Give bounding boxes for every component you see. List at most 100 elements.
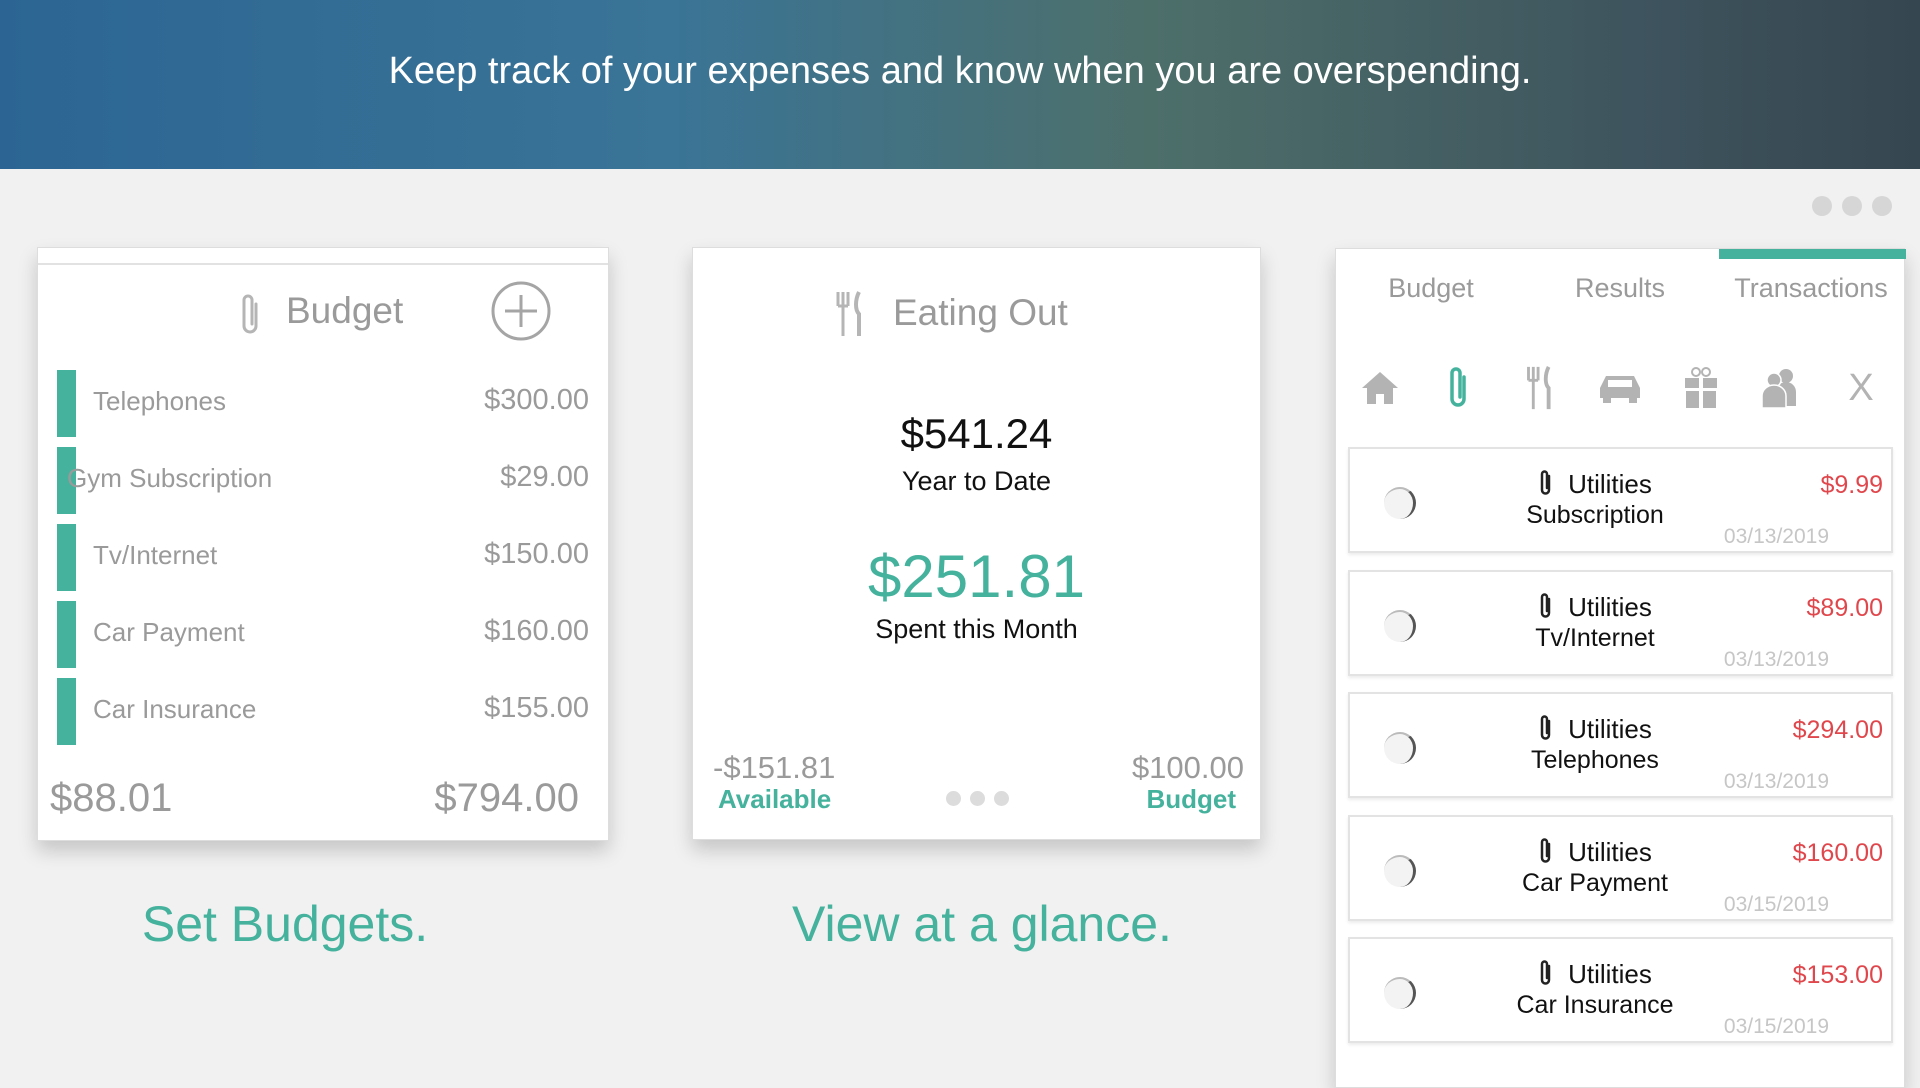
transaction-date: 03/15/2019 bbox=[1723, 1015, 1829, 1038]
eating-out-title: Eating Out bbox=[893, 292, 1068, 333]
window-dot[interactable] bbox=[1872, 196, 1892, 216]
tab-budget[interactable]: Budget bbox=[1388, 273, 1474, 303]
page-dot[interactable] bbox=[994, 791, 1009, 806]
loading-spinner-icon bbox=[1384, 609, 1416, 642]
category-color-bar bbox=[57, 678, 76, 745]
budget-row-amount: $300.00 bbox=[484, 384, 589, 416]
month-spent-value: $251.81 bbox=[868, 543, 1085, 610]
budget-row-label: Telephones bbox=[93, 386, 226, 416]
transaction-amount: $153.00 bbox=[1792, 961, 1883, 989]
window-dot[interactable] bbox=[1842, 196, 1862, 216]
transaction-date: 03/13/2019 bbox=[1723, 525, 1829, 548]
plus-circle-icon[interactable] bbox=[490, 280, 552, 342]
transaction-date: 03/13/2019 bbox=[1723, 647, 1829, 671]
budget-row[interactable]: Car Payment $160.00 bbox=[57, 601, 589, 668]
transaction-item[interactable]: Utilities Subscription $9.99 03/13/2019 bbox=[1348, 447, 1893, 553]
transaction-title: Utilities bbox=[1470, 837, 1720, 872]
transactions-panel: Budget Results Transactions X Utilities S… bbox=[1335, 248, 1906, 1088]
transaction-amount: $294.00 bbox=[1792, 716, 1883, 744]
transaction-name: Car Payment bbox=[1522, 868, 1668, 897]
transaction-name: Telephones bbox=[1531, 746, 1659, 774]
budget-row[interactable]: Telephones $300.00 bbox=[57, 370, 589, 437]
paperclip-icon bbox=[242, 294, 258, 334]
transaction-date: 03/13/2019 bbox=[1723, 770, 1829, 793]
loading-spinner-icon bbox=[1384, 487, 1416, 519]
month-spent-label: Spent this Month bbox=[875, 614, 1078, 644]
budget-row-label: Car Payment bbox=[93, 617, 245, 647]
budget-remaining: $88.01 bbox=[50, 776, 173, 820]
transaction-category: Utilities bbox=[1568, 959, 1652, 989]
gift-icon[interactable] bbox=[1678, 365, 1724, 411]
transaction-name: Tv/Internet bbox=[1535, 623, 1655, 652]
loading-spinner-icon bbox=[1384, 977, 1416, 1009]
caption-view-glance: View at a glance. bbox=[792, 896, 1172, 952]
category-color-bar bbox=[57, 447, 76, 514]
header-banner: Keep track of your expenses and know whe… bbox=[0, 0, 1920, 169]
transaction-category: Utilities bbox=[1568, 836, 1652, 867]
budget-row[interactable]: Gym Subscription $29.00 bbox=[57, 447, 589, 514]
loading-spinner-icon bbox=[1384, 732, 1416, 764]
transaction-name: Car Insurance bbox=[1516, 991, 1674, 1019]
transaction-category: Utilities bbox=[1568, 714, 1652, 744]
card-top-strip bbox=[38, 248, 608, 265]
caption-set-budgets: Set Budgets. bbox=[141, 896, 429, 952]
paperclip-icon bbox=[1538, 837, 1554, 872]
ytd-value: $541.24 bbox=[900, 410, 1053, 457]
transaction-title: Utilities bbox=[1470, 469, 1720, 504]
transaction-item[interactable]: Utilities Telephones $294.00 03/13/2019 bbox=[1348, 692, 1893, 798]
budget-row[interactable]: Tv/Internet $150.00 bbox=[57, 524, 589, 591]
fork-knife-icon[interactable] bbox=[1517, 365, 1563, 411]
transaction-date: 03/15/2019 bbox=[1723, 892, 1829, 916]
window-dot[interactable] bbox=[1812, 196, 1832, 216]
paperclip-icon bbox=[1538, 714, 1554, 749]
transaction-category: Utilities bbox=[1568, 469, 1652, 499]
transaction-item[interactable]: Utilities Car Insurance $153.00 03/15/2019 bbox=[1348, 937, 1893, 1043]
available-label: Available bbox=[718, 784, 832, 814]
people-icon[interactable] bbox=[1758, 365, 1804, 411]
paperclip-icon bbox=[1538, 592, 1554, 627]
budget-row[interactable]: Car Insurance $155.00 bbox=[57, 678, 589, 745]
page-dot[interactable] bbox=[970, 791, 985, 806]
budget-card: Budget Telephones $300.00 Gym Subscription… bbox=[37, 247, 609, 841]
tab-transactions[interactable]: Transactions bbox=[1734, 273, 1888, 303]
transaction-title: Utilities bbox=[1470, 959, 1720, 994]
paperclip-icon bbox=[1538, 469, 1554, 504]
transaction-amount: $89.00 bbox=[1806, 593, 1883, 622]
paperclip-icon bbox=[1538, 959, 1554, 994]
fork-knife-icon bbox=[836, 291, 861, 336]
budget-row-label: Tv/Internet bbox=[93, 540, 218, 570]
car-icon[interactable] bbox=[1597, 365, 1643, 411]
page-dot[interactable] bbox=[946, 791, 961, 806]
budget-row-amount: $155.00 bbox=[484, 692, 589, 724]
category-color-bar bbox=[57, 370, 76, 437]
budget-row-label: Gym Subscription bbox=[67, 463, 273, 493]
home-icon[interactable] bbox=[1357, 365, 1403, 411]
budget-title: Budget bbox=[286, 290, 404, 331]
eating-out-card: Eating Out $541.24 Year to Date $251.81 … bbox=[692, 247, 1261, 840]
ytd-label: Year to Date bbox=[901, 466, 1052, 496]
budget-row-label: Car Insurance bbox=[93, 694, 257, 724]
budget-value: $100.00 bbox=[1131, 750, 1244, 785]
budget-label: Budget bbox=[1146, 784, 1236, 814]
banner-tagline: Keep track of your expenses and know whe… bbox=[388, 50, 1532, 92]
category-color-bar bbox=[57, 524, 76, 591]
budget-row-amount: $160.00 bbox=[484, 615, 589, 647]
budget-total: $794.00 bbox=[434, 776, 579, 820]
close-x-icon[interactable]: X bbox=[1848, 366, 1874, 409]
tab-results[interactable]: Results bbox=[1574, 273, 1666, 303]
active-tab-indicator bbox=[1719, 249, 1906, 259]
category-color-bar bbox=[57, 601, 76, 668]
available-value: -$151.81 bbox=[713, 750, 836, 785]
loading-spinner-icon bbox=[1384, 854, 1416, 887]
transaction-category: Utilities bbox=[1568, 591, 1652, 622]
transaction-title: Utilities bbox=[1470, 592, 1720, 627]
transaction-amount: $9.99 bbox=[1820, 471, 1883, 499]
paperclip-icon[interactable] bbox=[1436, 365, 1482, 411]
budget-row-amount: $29.00 bbox=[500, 461, 589, 493]
transaction-name: Subscription bbox=[1526, 501, 1664, 529]
transaction-item[interactable]: Utilities Car Payment $160.00 03/15/2019 bbox=[1348, 814, 1893, 921]
transaction-amount: $160.00 bbox=[1792, 838, 1883, 867]
transaction-title: Utilities bbox=[1470, 714, 1720, 749]
transaction-item[interactable]: Utilities Tv/Internet $89.00 03/13/2019 bbox=[1348, 569, 1893, 676]
budget-row-amount: $150.00 bbox=[484, 538, 589, 570]
